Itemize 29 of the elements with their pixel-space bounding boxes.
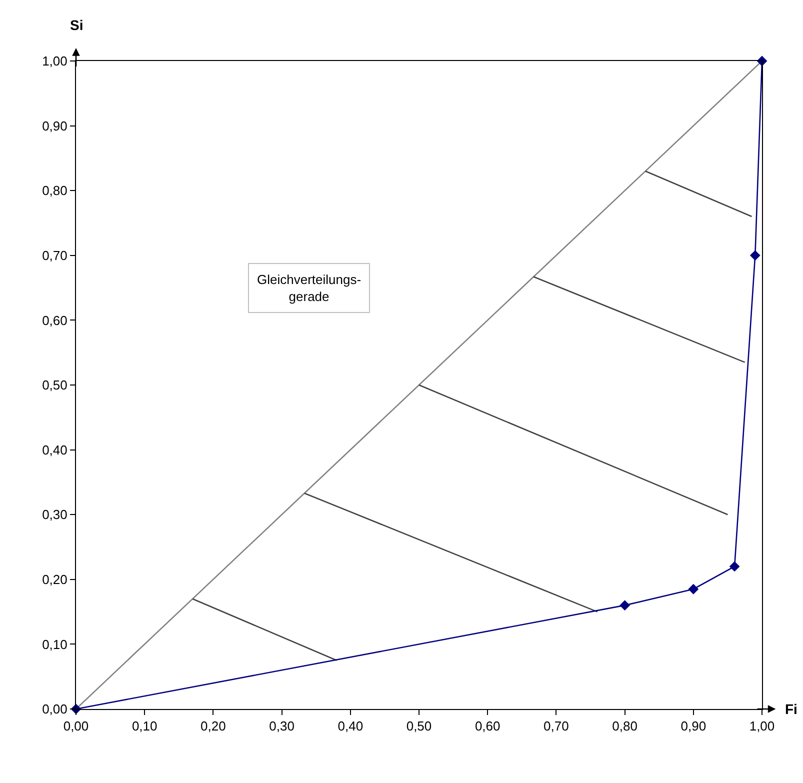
annotation: Gleichverteilungs- gerade bbox=[257, 272, 362, 304]
x-tick-label: 0,40 bbox=[338, 718, 364, 734]
y-tick-label: 0,60 bbox=[42, 312, 68, 328]
y-tick-label: 0,00 bbox=[42, 702, 68, 717]
x-tick-label: 0,00 bbox=[63, 718, 89, 734]
x-axis-title: Fi bbox=[785, 701, 798, 717]
x-tick-label: 0,20 bbox=[200, 718, 226, 734]
point bbox=[688, 584, 699, 594]
y-tick-label: 0,40 bbox=[42, 442, 68, 458]
y-axis-title: Si bbox=[70, 17, 84, 33]
x-tick-label: 1,00 bbox=[749, 718, 775, 734]
x-tick-label: 0,60 bbox=[474, 718, 500, 734]
x-tick-label: 0,80 bbox=[612, 718, 638, 734]
y-tick-label: 0,10 bbox=[42, 636, 68, 652]
x-tick-label: 0,90 bbox=[680, 718, 706, 734]
x-tick-label: 0,10 bbox=[132, 718, 158, 734]
point bbox=[729, 561, 740, 572]
y-tick-label: 0,70 bbox=[42, 248, 68, 263]
y-tick-label: 0,50 bbox=[42, 378, 68, 393]
y-tick-label: 0,80 bbox=[42, 183, 68, 198]
point bbox=[750, 250, 760, 261]
y-tick-label: 0,90 bbox=[42, 118, 68, 134]
y-tick-label: 0,30 bbox=[42, 507, 68, 522]
y-tick-label: 1,00 bbox=[42, 54, 68, 69]
x-tick-label: 0,30 bbox=[269, 718, 294, 734]
x-tick-label: 0,70 bbox=[544, 718, 569, 734]
y-tick-label: 0,20 bbox=[42, 572, 68, 587]
point bbox=[620, 600, 630, 611]
x-tick-label: 0,50 bbox=[406, 718, 432, 734]
